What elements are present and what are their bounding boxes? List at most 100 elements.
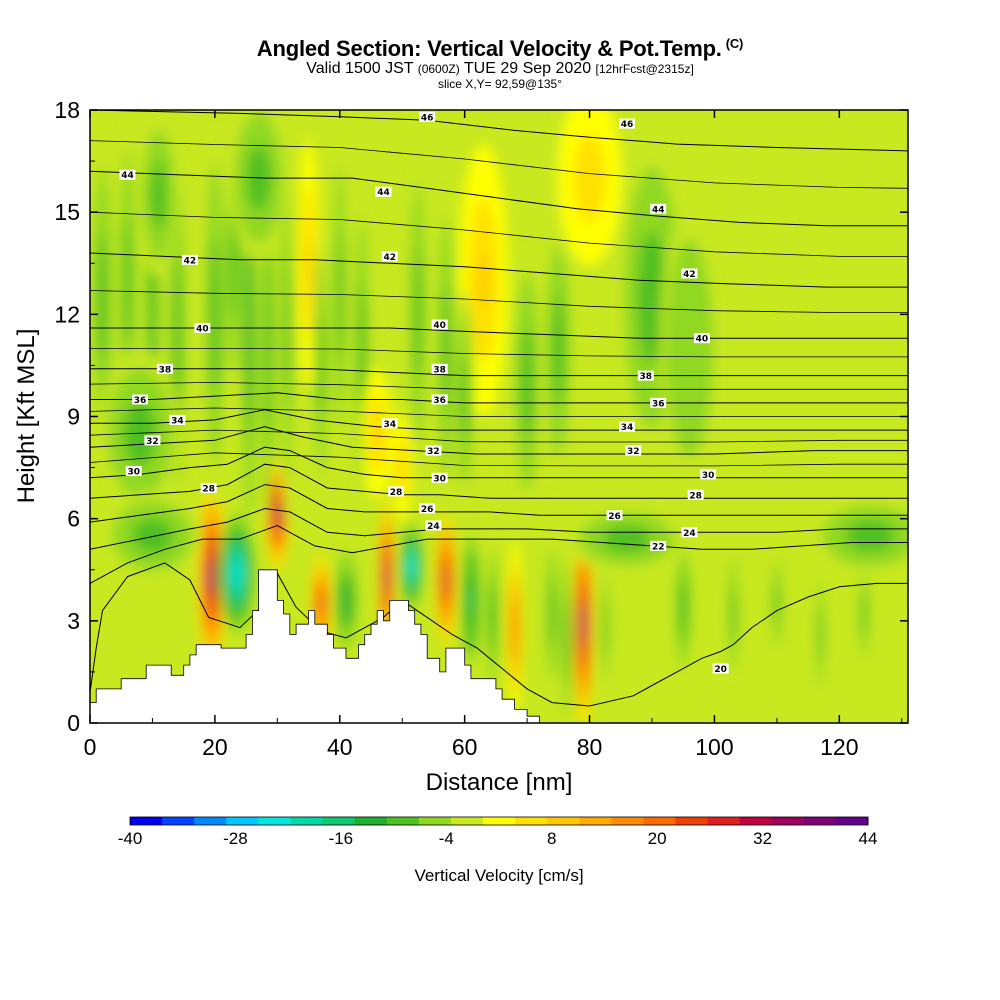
velocity-feature xyxy=(681,595,685,620)
chart-title-text: Angled Section: Vertical Velocity & Pot.… xyxy=(256,36,722,61)
colorbar-swatch xyxy=(835,817,869,825)
theta-label: 38 xyxy=(637,370,654,382)
theta-label-bg xyxy=(200,483,217,494)
theta-contour-minor xyxy=(90,407,908,417)
theta-label: 30 xyxy=(431,472,448,484)
velocity-feature xyxy=(615,532,639,546)
velocity-feature xyxy=(374,420,381,447)
colorbar-swatch xyxy=(771,817,805,825)
theta-label: 46 xyxy=(619,118,636,130)
theta-label-bg xyxy=(650,397,667,408)
theta-label-text: 28 xyxy=(390,488,403,498)
theta-label: 24 xyxy=(425,520,442,532)
theta-label: 34 xyxy=(169,414,186,426)
velocity-feature xyxy=(604,614,607,641)
y-tick-label: 3 xyxy=(67,608,80,634)
theta-label-bg xyxy=(381,251,398,262)
velocity-feature xyxy=(275,504,280,527)
theta-label-bg xyxy=(681,527,698,538)
colorbar-swatch xyxy=(130,817,163,825)
subtitle-valid: Valid 1500 JST xyxy=(306,60,414,77)
theta-label-text: 28 xyxy=(202,485,215,495)
colorbar-swatch xyxy=(515,817,548,825)
theta-label-bg xyxy=(431,319,448,330)
y-tick-label: 0 xyxy=(67,710,80,736)
theta-contour-minor xyxy=(90,290,908,314)
theta-label-bg xyxy=(125,465,142,476)
theta-label-bg xyxy=(693,333,710,344)
theta-label-bg xyxy=(625,445,642,456)
theta-label-text: 46 xyxy=(421,113,434,123)
theta-label-text: 36 xyxy=(134,396,147,406)
colorbar-swatch xyxy=(290,817,324,825)
theta-label-text: 44 xyxy=(377,188,390,198)
velocity-feature xyxy=(513,610,517,646)
theta-contour-minor xyxy=(90,211,908,257)
velocity-feature xyxy=(212,276,218,353)
velocity-feature xyxy=(524,355,531,410)
theta-label-text: 26 xyxy=(421,505,434,515)
theta-label-text: 32 xyxy=(427,447,440,457)
theta-label: 24 xyxy=(681,527,698,539)
theta-label: 32 xyxy=(425,445,442,457)
theta-contour-34 xyxy=(90,409,908,431)
y-tick-label: 9 xyxy=(67,404,80,430)
colorbar-swatch xyxy=(611,817,644,825)
chart-title-tag: (C) xyxy=(725,36,744,51)
theta-label-text: 44 xyxy=(121,171,134,181)
velocity-feature xyxy=(409,557,414,576)
colorbar-swatch xyxy=(450,817,484,825)
colorbar-frame xyxy=(129,816,869,826)
colorbar-label: Vertical Velocity [cm/s] xyxy=(414,866,583,885)
theta-label: 28 xyxy=(387,486,404,498)
velocity-feature xyxy=(581,156,598,200)
contour-labels: 46 46 44 44 44 42 42 42 40 40 40 38 38 38 36 36 36 34 34 34… xyxy=(119,111,729,675)
theta-label: 44 xyxy=(650,203,667,215)
colorbar-swatch xyxy=(482,817,516,825)
velocity-feature xyxy=(550,597,554,631)
theta-label-bg xyxy=(431,363,448,374)
colorbar-swatch xyxy=(675,817,709,825)
theta-label-text: 34 xyxy=(171,416,184,426)
theta-label-bg xyxy=(712,663,729,674)
theta-contour-38 xyxy=(90,368,908,377)
x-tick-label: 40 xyxy=(327,734,353,760)
colorbar-swatch xyxy=(226,817,259,825)
theta-contour-44 xyxy=(90,170,908,227)
colorbar-tick-label: -16 xyxy=(329,829,354,848)
theta-label: 36 xyxy=(131,394,148,406)
theta-label-bg xyxy=(425,445,442,456)
velocity-feature xyxy=(469,587,473,614)
theta-label-text: 42 xyxy=(383,253,396,263)
colorbar-swatch xyxy=(258,817,291,825)
subtitle-date: TUE 29 Sep 2020 xyxy=(463,60,592,77)
theta-label-bg xyxy=(637,370,654,381)
velocity-feature xyxy=(125,247,130,313)
theta-label-bg xyxy=(144,435,161,446)
vertical-velocity-field xyxy=(90,110,908,723)
colorbar-swatch xyxy=(579,817,612,825)
theta-label: 22 xyxy=(650,540,667,552)
theta-label-text: 38 xyxy=(159,365,172,375)
velocity-feature xyxy=(385,561,389,592)
theta-label: 40 xyxy=(431,319,448,331)
theta-label: 30 xyxy=(700,469,717,481)
theta-label-bg xyxy=(381,418,398,429)
terrain xyxy=(90,569,908,723)
velocity-feature xyxy=(491,604,494,631)
velocity-feature xyxy=(232,561,241,586)
theta-label-bg xyxy=(700,469,717,480)
colorbar-swatch xyxy=(194,817,227,825)
theta-label: 32 xyxy=(625,445,642,457)
colorbar-tick-label: -40 xyxy=(118,829,143,848)
chart-subtitle: Valid 1500 JST (0600Z) TUE 29 Sep 2020 [… xyxy=(0,60,1000,78)
theta-label-bg xyxy=(181,254,198,265)
theta-label-text: 36 xyxy=(652,399,665,409)
velocity-feature xyxy=(319,338,323,393)
theta-label-bg xyxy=(169,414,186,425)
y-tick-label: 6 xyxy=(67,506,80,532)
velocity-feature xyxy=(100,264,105,330)
theta-contour-42 xyxy=(90,252,908,288)
colorbar-swatch xyxy=(418,817,452,825)
